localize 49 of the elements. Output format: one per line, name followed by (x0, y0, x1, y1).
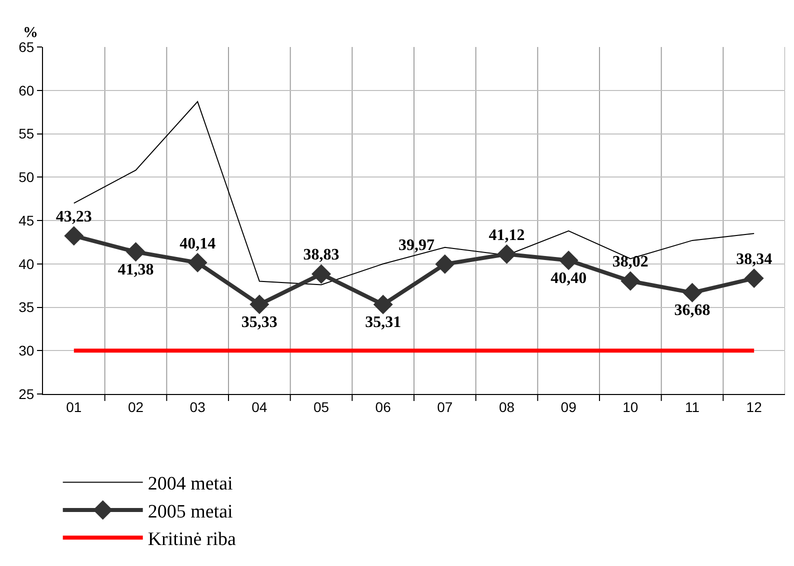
x-tick-label: 03 (190, 398, 206, 415)
data-label: 43,23 (56, 208, 92, 226)
point (558, 250, 578, 270)
x-tick-label: 09 (560, 398, 577, 415)
x-tick-label: 10 (622, 398, 638, 415)
data-label: 40,40 (550, 270, 587, 287)
point (682, 282, 702, 302)
x-tick-label: 06 (375, 398, 392, 415)
legend-label: 2005 metai (148, 501, 233, 522)
x-tick-label: 08 (498, 398, 515, 415)
y-tick-label: 50 (18, 169, 34, 186)
x-tick-label: 11 (684, 398, 700, 415)
data-label: 41,38 (118, 261, 154, 278)
y-tick-label: 35 (18, 299, 34, 316)
y-tick-label: 55 (18, 126, 34, 142)
point (250, 294, 270, 314)
point (64, 226, 84, 246)
y-tick-label: 65 (18, 38, 34, 55)
point (497, 244, 516, 264)
point (620, 271, 640, 291)
data-label: 35,31 (365, 314, 402, 331)
x-tick-label: 05 (313, 398, 330, 415)
x-tick-label: 12 (746, 398, 762, 415)
x-tick-label: 04 (252, 398, 268, 415)
x-tick-label: 01 (66, 398, 82, 415)
y-tick-label: 40 (18, 256, 34, 272)
point (373, 294, 393, 314)
y-tick-label: 45 (18, 212, 34, 228)
data-label: 36,68 (674, 302, 710, 320)
x-tick-label: 02 (128, 398, 144, 415)
data-label: 38,83 (303, 246, 340, 264)
legend-label: Kritinė riba (148, 529, 237, 550)
data-label: 35,33 (241, 314, 278, 331)
y-axis-title: % (23, 25, 38, 41)
y-tick-label: 30 (18, 342, 34, 359)
data-label: 40,14 (180, 235, 216, 252)
point (126, 242, 146, 262)
data-label: 41,12 (488, 226, 525, 244)
data-label: 38,02 (612, 254, 648, 271)
y-tick-label: 25 (18, 386, 34, 402)
point (312, 264, 331, 284)
legend-label: 2004 metai (148, 474, 233, 495)
point (188, 252, 208, 272)
x-tick-label: 07 (437, 398, 453, 415)
point (744, 268, 764, 288)
data-label: 38,34 (736, 250, 772, 268)
y-tick-label: 60 (18, 82, 34, 98)
data-label: 39,97 (398, 236, 435, 254)
point (435, 254, 455, 274)
